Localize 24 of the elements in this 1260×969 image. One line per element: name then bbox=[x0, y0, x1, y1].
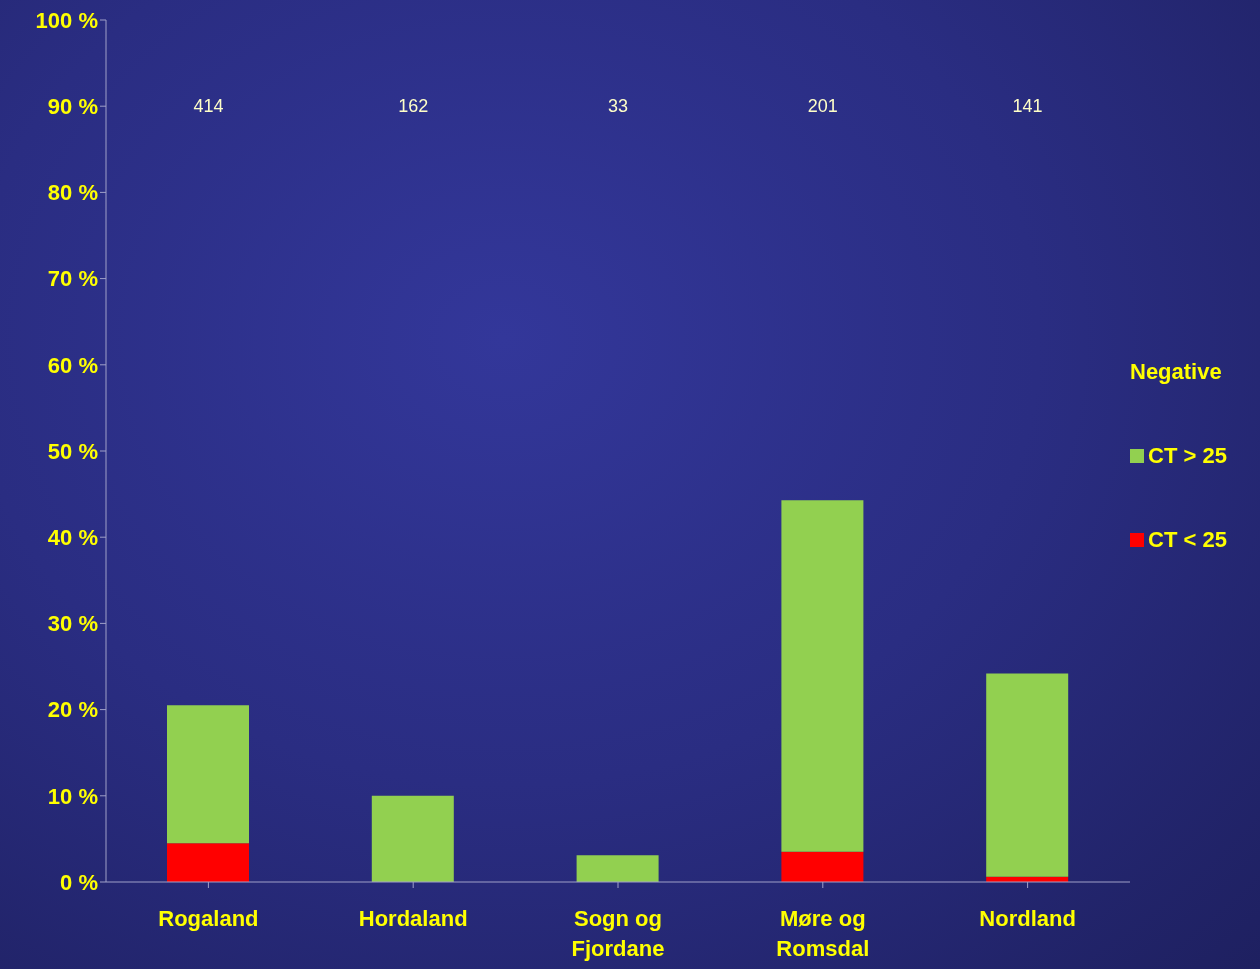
y-tick-label: 80 % bbox=[47, 180, 98, 206]
y-tick-label: 90 % bbox=[47, 94, 98, 120]
x-tick-label: Rogaland bbox=[158, 906, 259, 931]
annotation: 33 bbox=[607, 96, 629, 116]
x-tick-label: Møre og Romsdal bbox=[776, 906, 870, 961]
annotation: 201 bbox=[807, 96, 838, 116]
y-tick-label: 40 % bbox=[47, 525, 98, 551]
y-tick-label: 50 % bbox=[47, 438, 98, 464]
x-tick-label: Hordaland bbox=[358, 906, 468, 931]
annotation: 141 bbox=[1012, 96, 1043, 116]
annotation: 162 bbox=[398, 96, 429, 116]
x-tick-label: Nordland bbox=[979, 906, 1076, 931]
y-tick-label: 60 % bbox=[47, 352, 98, 378]
legend-title: Negative bbox=[1130, 358, 1223, 385]
y-tick-label: 0 % bbox=[60, 869, 98, 895]
y-tick-label: 10 % bbox=[47, 783, 98, 809]
y-tick-label: 100 % bbox=[35, 7, 98, 33]
y-tick-label: 70 % bbox=[47, 266, 98, 292]
annotation: 414 bbox=[193, 96, 224, 116]
legend-label: CT > 25 bbox=[1148, 442, 1227, 469]
y-tick-label: 20 % bbox=[47, 697, 98, 723]
legend-label: CT < 25 bbox=[1148, 526, 1227, 553]
x-tick-label: Sogn og Fjordane bbox=[571, 906, 665, 961]
y-tick-label: 30 % bbox=[47, 611, 98, 637]
